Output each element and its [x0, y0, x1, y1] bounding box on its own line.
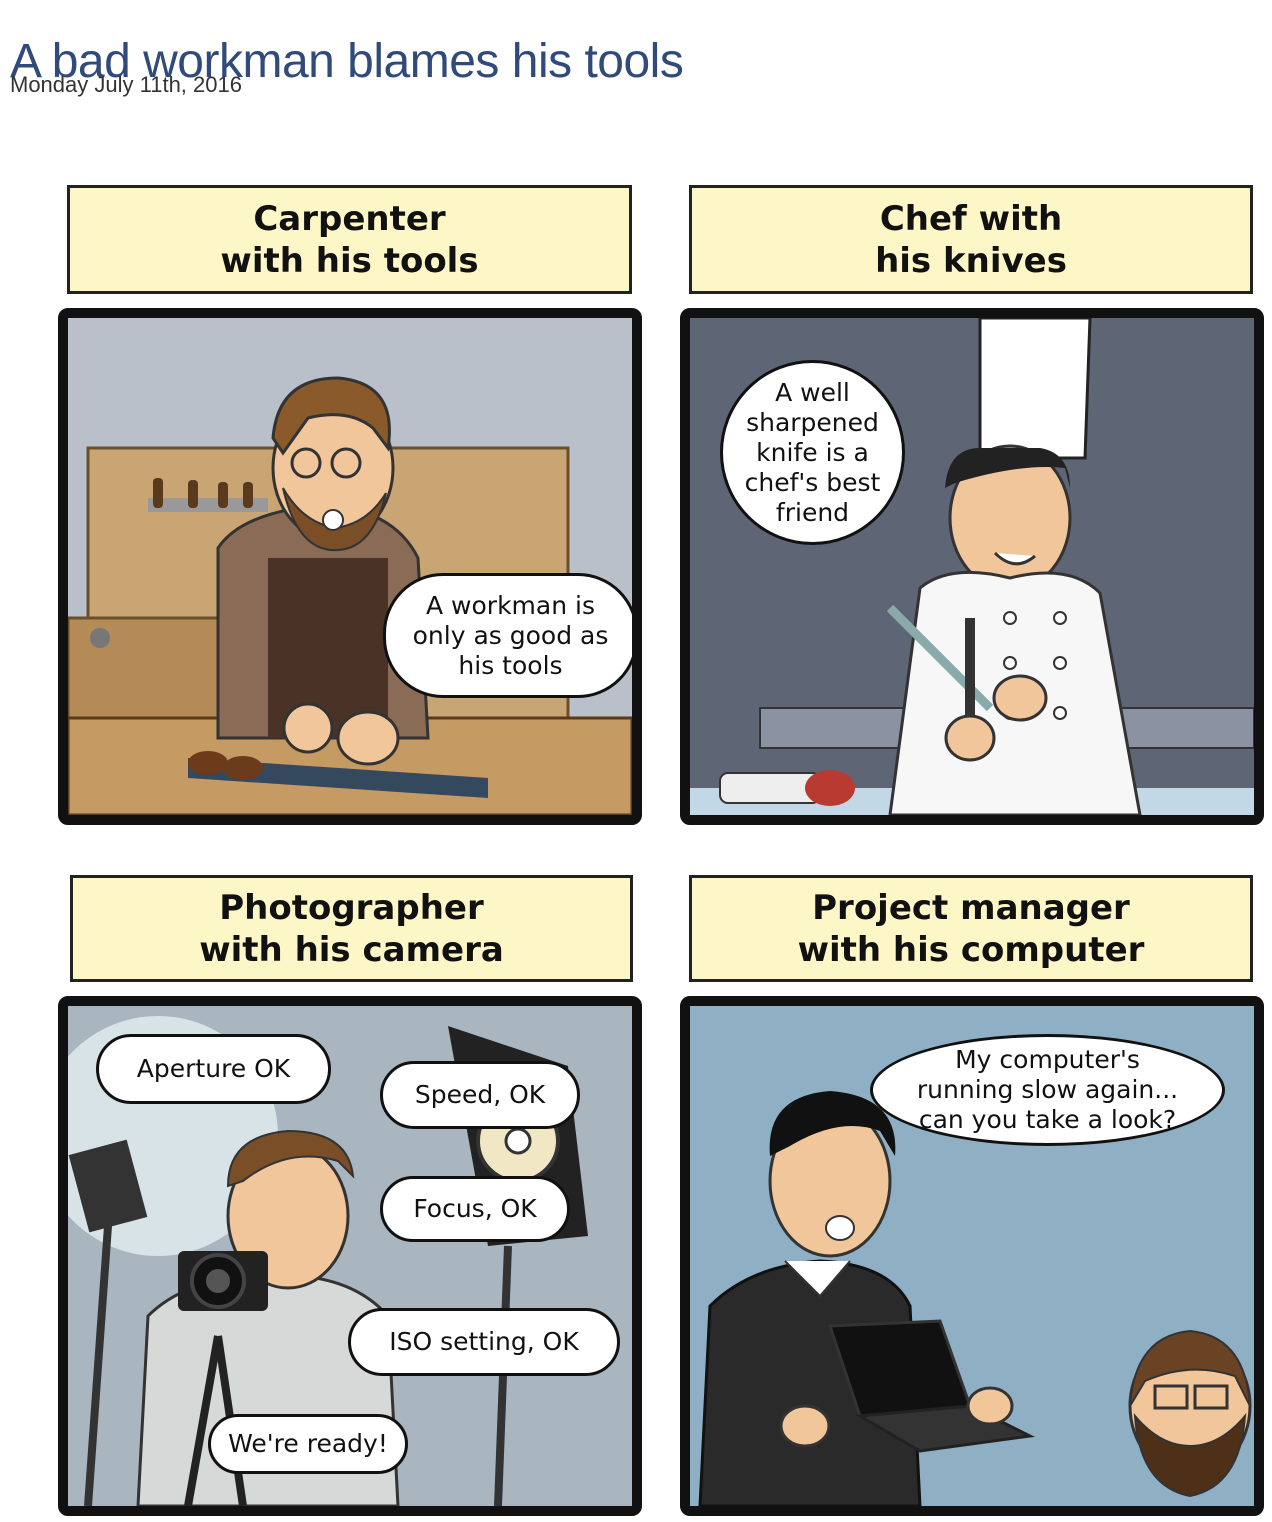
- caption-photographer: Photographer with his camera: [70, 875, 633, 982]
- speech-text: ISO setting, OK: [389, 1327, 579, 1356]
- comic-panel-project-manager: My computer's running slow again... can …: [680, 996, 1264, 1516]
- speech-bubble: Focus, OK: [380, 1176, 570, 1242]
- speech-text: A well sharpened knife is a chef's best …: [744, 377, 881, 527]
- caption-text: Project manager with his computer: [797, 887, 1145, 970]
- comic-panel-carpenter: A workman is only as good as his tools: [58, 308, 642, 825]
- speech-bubble: We're ready!: [208, 1414, 408, 1474]
- speech-text: My computer's running slow again... can …: [916, 1045, 1179, 1134]
- caption-text: Chef with his knives: [875, 198, 1067, 281]
- comic-panel-photographer: Aperture OK Speed, OK Focus, OK ISO sett…: [58, 996, 642, 1516]
- caption-text: Photographer with his camera: [199, 887, 504, 970]
- speech-text: We're ready!: [228, 1429, 388, 1458]
- speech-bubble: A workman is only as good as his tools: [383, 573, 632, 698]
- caption-text: Carpenter with his tools: [220, 198, 479, 281]
- caption-chef: Chef with his knives: [689, 185, 1253, 294]
- speech-bubble: Aperture OK: [96, 1034, 331, 1104]
- speech-bubble: A well sharpened knife is a chef's best …: [720, 360, 905, 545]
- speech-text: Focus, OK: [413, 1194, 537, 1223]
- carpenter-illustration: [68, 318, 632, 815]
- speech-bubble: My computer's running slow again... can …: [870, 1034, 1225, 1146]
- caption-project-manager: Project manager with his computer: [689, 875, 1253, 982]
- speech-text: Speed, OK: [414, 1080, 546, 1109]
- speech-text: Aperture OK: [136, 1054, 291, 1083]
- speech-bubble: ISO setting, OK: [348, 1308, 620, 1376]
- chef-illustration: [690, 318, 1254, 815]
- speech-text: A workman is only as good as his tools: [412, 590, 609, 680]
- page-title: A bad workman blames his tools: [10, 35, 684, 89]
- speech-bubble: Speed, OK: [380, 1061, 580, 1129]
- post-date: Monday July 11th, 2016: [10, 72, 242, 97]
- caption-carpenter: Carpenter with his tools: [67, 185, 632, 294]
- comic-panel-chef: A well sharpened knife is a chef's best …: [680, 308, 1264, 825]
